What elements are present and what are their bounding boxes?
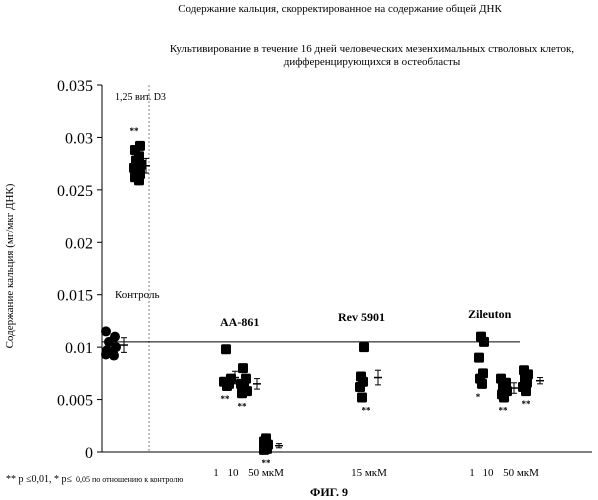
chart-subtitle-line2: дифференцирующихся в остеобласты — [284, 56, 461, 68]
series-rev5901_15: ** — [355, 342, 382, 415]
data-point — [474, 353, 484, 363]
y-ticks: 0 0.005 0.01 0.015 0.02 0.025 0.03 0.035 — [57, 78, 102, 462]
x-label-rev5901-15: 15 мкМ — [351, 467, 387, 479]
series-vitd3: ** — [129, 126, 150, 186]
data-point — [479, 337, 489, 347]
significance-marker: ** — [130, 126, 140, 136]
zileuton-label: Zileuton — [468, 307, 512, 321]
y-tick-label: 0.015 — [57, 288, 93, 305]
data-point — [222, 381, 232, 391]
x-label-aa861-50: 50 мкМ — [248, 467, 284, 479]
significance-marker: * — [476, 392, 481, 402]
figure-caption: ФИГ. 9 — [310, 485, 348, 499]
data-point — [357, 392, 367, 402]
y-tick-label: 0.03 — [65, 130, 93, 147]
vitd3-label: 1,25 вит. D3 — [115, 92, 166, 103]
significance-marker: ** — [262, 458, 272, 468]
control-label: Контроль — [115, 289, 159, 301]
y-tick-label: 0.025 — [57, 183, 93, 200]
footnote-small: 0,05 по отношению к контролю — [76, 475, 183, 484]
y-tick-label: 0.035 — [57, 78, 93, 95]
series-aa861_1: ** — [219, 344, 239, 404]
y-axis-label: Содержание кальция (мг/мкг ДНК) — [4, 183, 16, 348]
x-label-zileuton-10: 10 — [483, 467, 495, 479]
data-point — [355, 382, 365, 392]
series-zileuton_10: ** — [496, 374, 518, 416]
rev5901-label: Rev 5901 — [338, 310, 385, 324]
significance-marker: ** — [221, 394, 231, 404]
x-label-aa861-10: 10 — [228, 467, 240, 479]
y-tick-label: 0 — [85, 445, 93, 462]
data-point — [521, 386, 531, 396]
data-point — [359, 342, 369, 352]
data-point — [477, 379, 487, 389]
data-point — [499, 392, 509, 402]
significance-marker: ** — [362, 405, 372, 415]
data-points: *************** — [101, 126, 544, 468]
significance-marker: ** — [238, 401, 248, 411]
y-tick-label: 0.01 — [65, 340, 93, 357]
data-point — [259, 445, 269, 455]
y-tick-label: 0.005 — [57, 393, 93, 410]
data-point — [101, 326, 111, 336]
x-label-zileuton-1: 1 — [469, 467, 475, 479]
series-zileuton_50: ** — [518, 365, 544, 409]
x-label-zileuton-50: 50 мкМ — [503, 467, 539, 479]
series-control — [101, 326, 128, 360]
data-point — [221, 344, 231, 354]
x-label-aa861-1: 1 — [213, 467, 219, 479]
chart-title: Содержание кальция, скорректированное на… — [178, 3, 502, 15]
data-point — [109, 351, 119, 361]
series-aa861_50: ** — [259, 433, 283, 468]
significance-marker: ** — [522, 399, 532, 409]
data-point — [238, 363, 248, 373]
series-aa861_10: ** — [236, 363, 261, 411]
footnote-main: ** p ≤0,01, * p≤ — [6, 474, 72, 485]
aa861-label: AA-861 — [220, 315, 259, 329]
chart-subtitle-line1: Культивирование в течение 16 дней челове… — [170, 43, 574, 55]
data-point — [237, 388, 247, 398]
y-tick-label: 0.02 — [65, 235, 93, 252]
data-point — [134, 175, 144, 185]
footnote: ** p ≤0,01, * p≤ 0,05 по отношению к конт… — [6, 474, 183, 485]
significance-marker: ** — [499, 405, 509, 415]
